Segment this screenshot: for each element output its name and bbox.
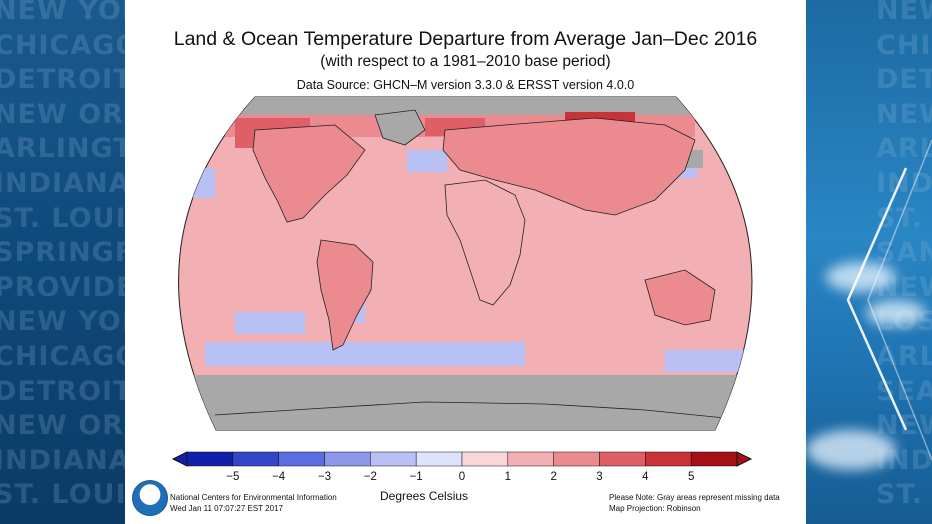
legend-tick-label: −5 <box>226 471 240 483</box>
pacific-cool <box>178 168 215 198</box>
side-city-name: NEW ORLEANS <box>876 98 932 130</box>
map-subtitle: (with respect to a 1981–2010 base period… <box>320 53 611 70</box>
legend-swatch <box>645 451 692 467</box>
southern-ocean-cool <box>205 342 525 366</box>
side-city-name: NEW YORK <box>876 0 932 26</box>
side-city-name: ARLINGTON <box>0 133 125 165</box>
side-city-name: ARLINGTON <box>876 133 932 165</box>
side-city-name: NEW ORLEANS <box>0 410 125 442</box>
south-america <box>316 239 374 351</box>
missing-data-antarctic <box>178 375 752 430</box>
chevron-icon <box>846 139 932 461</box>
legend-swatch <box>370 451 417 467</box>
legend-tick-label: −3 <box>317 471 332 483</box>
australia <box>644 269 716 326</box>
temperature-map <box>171 96 753 467</box>
legend-arrow-max <box>736 451 753 467</box>
legend-tick-label: −4 <box>272 471 286 483</box>
legend-swatch <box>461 451 509 467</box>
legend-swatch <box>415 451 463 467</box>
side-city-name: DETROIT <box>876 64 932 96</box>
legend-swatch <box>186 451 234 467</box>
data-source: Data Source: GHCN–M version 3.3.0 & ERSS… <box>296 78 635 92</box>
footer-org: National Centers for Environmental Infor… <box>170 493 337 502</box>
side-city-name: SAN <box>876 237 932 269</box>
footer-projection: Map Projection: Robinson <box>609 504 701 513</box>
side-background-right: NEW YORKCHICAGODETROITNEW ORLEANSARLINGT… <box>806 0 932 524</box>
legend-unit: Degrees Celsius <box>380 489 469 503</box>
north-pacific-cool <box>735 158 752 180</box>
side-city-name: PROVIDENCE <box>0 271 125 303</box>
south-pacific-cool <box>235 312 305 334</box>
north-america <box>252 124 366 223</box>
legend-tick-label: 4 <box>642 471 649 483</box>
legend-swatch <box>553 451 600 467</box>
legend-swatch <box>232 451 279 467</box>
side-city-name: NEW YORK <box>0 306 125 338</box>
side-city-name: DETROIT <box>0 64 125 96</box>
africa <box>444 179 526 306</box>
side-city-name: INDIANAPOLIS <box>0 167 125 199</box>
side-city-name: CHICAGO <box>0 29 125 61</box>
legend-colorbar <box>171 451 753 467</box>
legend-tick-label: −2 <box>363 471 377 483</box>
legend-arrow-min <box>171 451 188 467</box>
legend-tick-label: 0 <box>458 471 466 483</box>
eurasia <box>442 117 696 216</box>
legend-tick-label: 5 <box>687 471 695 483</box>
side-city-name: NEW YORK <box>0 0 125 26</box>
noaa-logo-icon <box>132 480 168 516</box>
side-city-name: CHICAGO <box>0 340 125 372</box>
side-background-left: NEW YORKCHICAGODETROITNEW ORLEANSARLINGT… <box>0 0 125 524</box>
footer-right: Please Note: Gray areas represent missin… <box>609 492 780 514</box>
greenland <box>374 109 426 146</box>
antarctica-coast <box>214 401 726 419</box>
north-atlantic-cool <box>407 150 447 172</box>
side-city-name: SPRINGFIELD <box>0 237 125 269</box>
legend-swatch <box>690 451 738 467</box>
legend-swatch <box>507 451 554 467</box>
city-names-left: NEW YORKCHICAGODETROITNEW ORLEANSARLINGT… <box>0 0 125 513</box>
side-city-name: DETROIT <box>0 375 125 407</box>
anomaly-layer <box>178 97 752 430</box>
footer-left: National Centers for Environmental Infor… <box>170 492 337 514</box>
legend-tick-label: 2 <box>550 471 557 483</box>
legend-tick-label: −1 <box>409 471 423 483</box>
footer-note: Please Note: Gray areas represent missin… <box>609 493 780 502</box>
legend-swatch <box>324 451 371 467</box>
map-title: Land & Ocean Temperature Departure from … <box>173 28 758 50</box>
legend-swatch <box>278 451 325 467</box>
side-city-name: CHICAGO <box>876 29 932 61</box>
cloud <box>806 430 896 470</box>
legend-tick-label: 1 <box>504 471 512 483</box>
side-city-name: ARLINGTON <box>876 340 932 372</box>
map-panel: Land & Ocean Temperature Departure from … <box>125 0 806 524</box>
cloud <box>826 262 896 292</box>
legend-tick-label: 3 <box>596 471 603 483</box>
side-city-name: INDIANAPOLIS <box>0 444 125 476</box>
legend-swatch <box>599 451 646 467</box>
cloud <box>866 300 926 326</box>
footer-timestamp: Wed Jan 11 07:07:27 EST 2017 <box>170 504 283 513</box>
southern-ocean-cool-east <box>665 350 745 372</box>
side-city-name: NEW ORLEANS <box>0 98 125 130</box>
